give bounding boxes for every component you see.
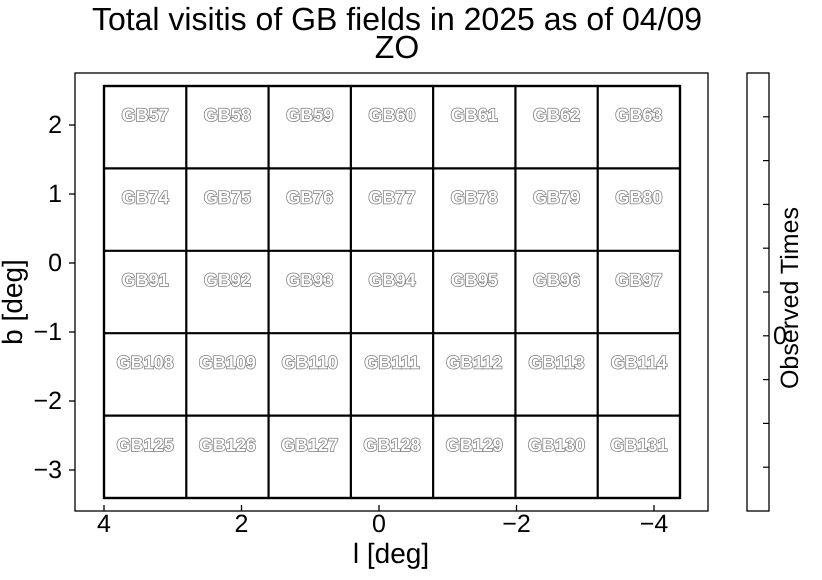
- svg-text:GB79: GB79: [533, 188, 580, 208]
- svg-text:GB63: GB63: [615, 105, 662, 125]
- svg-text:Observed Times: Observed Times: [776, 207, 804, 389]
- svg-text:GB58: GB58: [204, 105, 251, 125]
- svg-text:GB93: GB93: [286, 270, 333, 290]
- svg-text:GB125: GB125: [117, 435, 174, 455]
- svg-text:GB76: GB76: [286, 188, 333, 208]
- svg-text:GB95: GB95: [451, 270, 498, 290]
- svg-text:GB108: GB108: [117, 352, 174, 372]
- svg-text:GB109: GB109: [199, 352, 256, 372]
- svg-text:GB114: GB114: [611, 352, 667, 372]
- svg-text:0: 0: [372, 510, 386, 538]
- svg-text:0: 0: [48, 249, 62, 277]
- svg-text:l [deg]: l [deg]: [353, 538, 429, 569]
- svg-text:GB74: GB74: [122, 188, 169, 208]
- svg-text:−3: −3: [33, 456, 62, 484]
- svg-text:GB91: GB91: [122, 270, 169, 290]
- svg-text:GB111: GB111: [364, 352, 419, 372]
- svg-text:4: 4: [97, 510, 111, 538]
- svg-text:GB94: GB94: [368, 270, 415, 290]
- svg-text:GB112: GB112: [446, 352, 502, 372]
- svg-text:2: 2: [235, 510, 249, 538]
- svg-text:GB127: GB127: [281, 435, 338, 455]
- svg-text:GB126: GB126: [199, 435, 256, 455]
- svg-text:GB96: GB96: [533, 270, 580, 290]
- svg-text:GB80: GB80: [615, 188, 662, 208]
- svg-text:b [deg]: b [deg]: [0, 259, 28, 345]
- svg-text:−4: −4: [640, 510, 669, 538]
- svg-text:GB131: GB131: [610, 435, 667, 455]
- svg-text:GB61: GB61: [451, 105, 498, 125]
- svg-text:GB60: GB60: [368, 105, 415, 125]
- svg-text:GB77: GB77: [368, 188, 415, 208]
- svg-text:−1: −1: [33, 318, 62, 346]
- svg-text:2: 2: [48, 111, 62, 139]
- svg-text:GB75: GB75: [204, 188, 251, 208]
- svg-text:GB92: GB92: [204, 270, 251, 290]
- svg-text:1: 1: [48, 180, 62, 208]
- svg-text:GB62: GB62: [533, 105, 580, 125]
- svg-text:GB129: GB129: [446, 435, 503, 455]
- svg-text:GB110: GB110: [282, 352, 338, 372]
- svg-text:−2: −2: [502, 510, 531, 538]
- svg-text:GB128: GB128: [363, 435, 420, 455]
- svg-text:GB130: GB130: [528, 435, 585, 455]
- svg-text:−2: −2: [33, 387, 62, 415]
- svg-text:GB59: GB59: [286, 105, 333, 125]
- svg-text:GB57: GB57: [122, 105, 169, 125]
- svg-text:ZO: ZO: [375, 29, 419, 65]
- svg-text:GB78: GB78: [451, 188, 498, 208]
- svg-text:GB97: GB97: [615, 270, 662, 290]
- svg-text:GB113: GB113: [529, 352, 585, 372]
